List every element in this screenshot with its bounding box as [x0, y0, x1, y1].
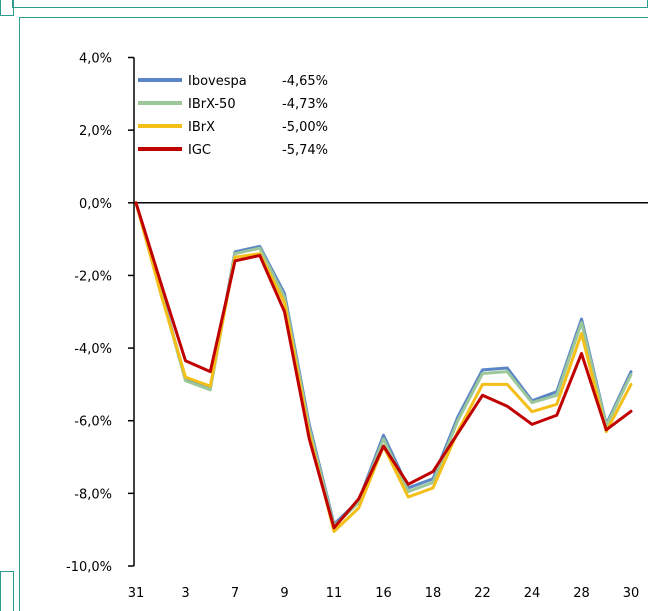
x-tick-label: 18: [425, 586, 442, 601]
x-tick-label: 16: [375, 586, 392, 601]
x-tick-label: 11: [326, 586, 343, 601]
x-tick-label: 31: [128, 586, 145, 601]
series-lines: [134, 201, 633, 533]
frame-tab-top: [0, 0, 14, 16]
x-tick-label: 28: [573, 586, 590, 601]
y-axis: 4,0% 2,0% 0,0% -2,0% -4,0% -6,0% -8,0% -10,0%: [66, 52, 135, 575]
legend-value: -4,73%: [282, 97, 328, 112]
x-axis: 31 3 7 9 11 16 18 22 24 28 30: [128, 202, 648, 601]
legend-label: IBrX-50: [188, 97, 236, 112]
x-tick-label: 24: [524, 586, 541, 601]
legend-label: IGC: [188, 143, 211, 158]
series-line-ibrx-50: [134, 201, 633, 528]
legend: Ibovespa -4,65% IBrX-50 -4,73% IBrX -5,00% IGC…: [138, 74, 328, 158]
x-tick-label: 7: [231, 586, 239, 601]
frame-tab-bottom: [0, 571, 14, 611]
y-tick-label: 0,0%: [79, 197, 112, 212]
y-tick-label: -10,0%: [66, 560, 112, 575]
y-tick-label: 2,0%: [79, 124, 112, 139]
x-tick-label: 22: [474, 586, 491, 601]
legend-value: -4,65%: [282, 74, 328, 89]
y-tick-label: -6,0%: [74, 415, 112, 430]
series-line-ibovespa: [134, 201, 633, 526]
x-tick-label: 9: [280, 586, 288, 601]
legend-label: Ibovespa: [188, 74, 247, 89]
y-tick-label: -2,0%: [74, 269, 112, 284]
chart-frame: [19, 17, 648, 611]
y-tick-label: -4,0%: [74, 342, 112, 357]
legend-value: -5,00%: [282, 120, 328, 135]
x-tick-label: 3: [181, 586, 189, 601]
x-tick-label: 30: [623, 586, 640, 601]
series-line-igc: [134, 201, 633, 530]
legend-value: -5,74%: [282, 143, 328, 158]
y-tick-label: 4,0%: [79, 52, 112, 67]
legend-label: IBrX: [188, 120, 215, 135]
y-tick-label: -8,0%: [74, 487, 112, 502]
